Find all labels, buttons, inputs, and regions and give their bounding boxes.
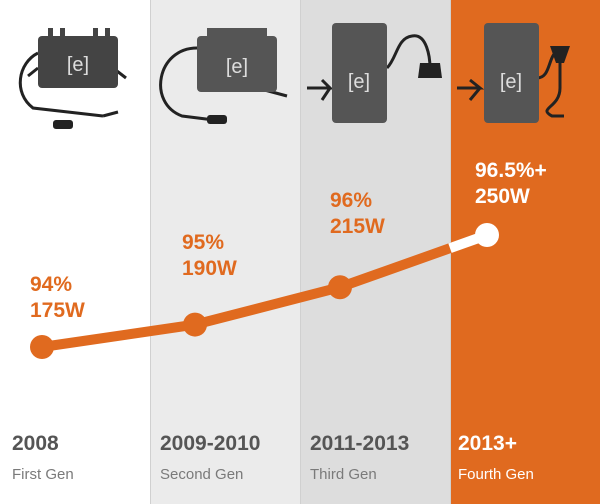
microinverter-gen4-icon: [e] [457, 23, 570, 123]
data-label-gen1: 94% 175W [30, 272, 85, 324]
microinverter-gen2-icon: [e] [159, 28, 288, 124]
label-efficiency: 96% [330, 189, 373, 212]
tick-label-generation: Second Gen [160, 466, 244, 483]
svg-text:[e]: [e] [226, 56, 248, 78]
svg-text:[e]: [e] [348, 71, 370, 93]
tick-label-year: 2011-2013 [310, 432, 410, 455]
tick-label-generation: First Gen [12, 466, 74, 483]
data-point [328, 275, 352, 300]
svg-text:[e]: [e] [500, 71, 522, 93]
label-power: 175W [30, 299, 85, 322]
label-efficiency: 94% [30, 273, 73, 296]
data-label-gen4: 96.5%+ 250W [475, 158, 547, 210]
label-power: 190W [182, 257, 237, 280]
tick-label-year: 2009-2010 [160, 432, 261, 455]
label-power: 215W [330, 215, 385, 238]
tick-label-generation: Third Gen [310, 466, 377, 483]
tick-label-generation: Fourth Gen [458, 466, 534, 483]
tick-label-year: 2008 [12, 432, 59, 455]
microinverter-gen1-icon: [e] [18, 28, 127, 129]
svg-text:[e]: [e] [67, 54, 89, 76]
series-line [37, 230, 492, 352]
data-point [183, 312, 207, 337]
microinverter-gen3-icon: [e] [307, 23, 442, 123]
column-divider [150, 0, 151, 504]
label-efficiency: 95% [182, 231, 225, 254]
tick-label-year: 2013+ [458, 432, 517, 455]
column-divider [300, 0, 301, 504]
data-label-gen2: 95% 190W [182, 230, 237, 282]
label-efficiency: 96.5%+ [475, 159, 547, 182]
data-label-gen3: 96% 215W [330, 188, 385, 240]
label-power: 250W [475, 185, 530, 208]
data-point [30, 335, 54, 359]
data-point [475, 223, 499, 247]
